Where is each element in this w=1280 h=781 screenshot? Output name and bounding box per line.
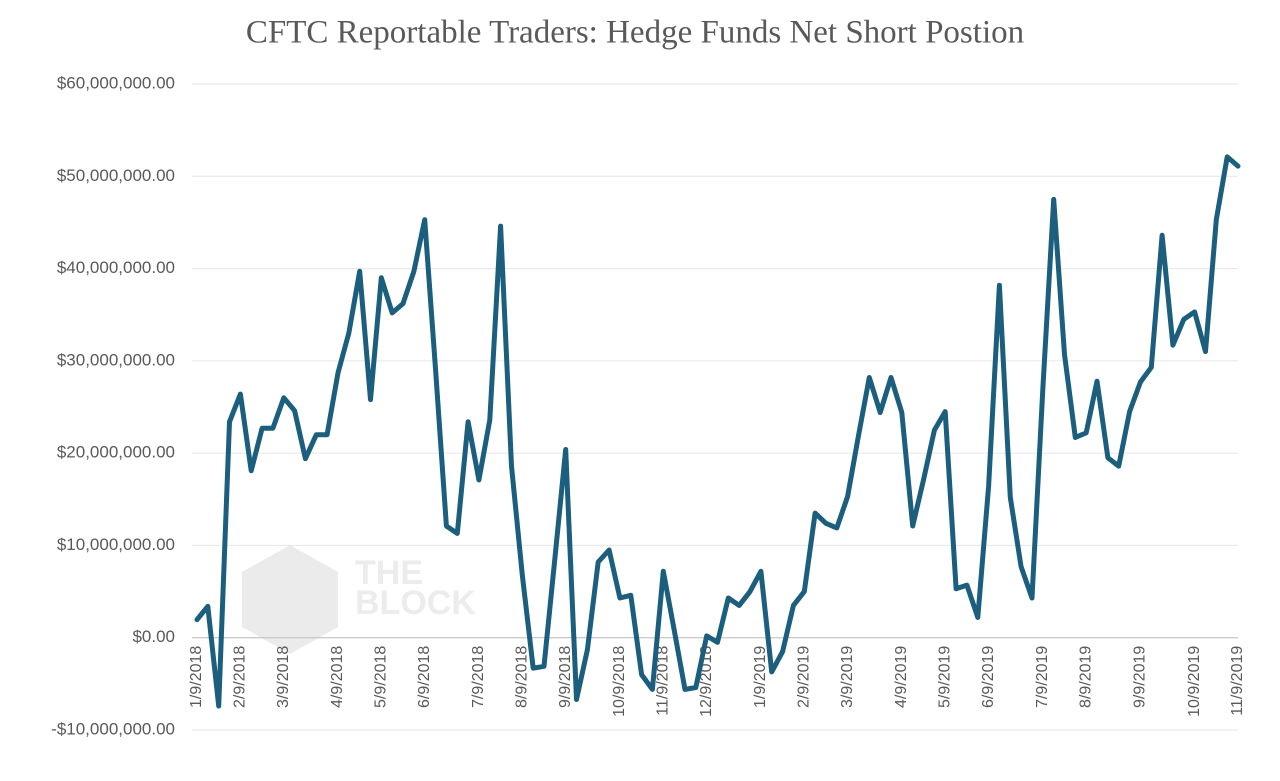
- x-tick-label: 10/9/2019: [1186, 646, 1203, 717]
- x-tick-label: 8/9/2018: [514, 646, 531, 708]
- x-tick-label: 1/9/2019: [752, 646, 769, 708]
- y-tick-label: $50,000,000.00: [57, 166, 175, 185]
- x-tick-label: 11/9/2019: [1229, 646, 1246, 716]
- x-tick-label: 8/9/2019: [1077, 646, 1094, 708]
- x-tick-label: 10/9/2018: [611, 646, 628, 717]
- x-tick-label: 9/9/2019: [1132, 646, 1149, 708]
- y-tick-label: $0.00: [132, 627, 175, 646]
- watermark: BLOCK: [355, 584, 476, 622]
- x-tick-label: 4/9/2019: [893, 646, 910, 708]
- x-tick-label: 6/9/2019: [980, 646, 997, 708]
- x-tick-label: 4/9/2018: [329, 646, 346, 708]
- x-tick-label: 3/9/2018: [275, 646, 292, 708]
- y-tick-label: $40,000,000.00: [57, 258, 175, 277]
- x-tick-label: 7/9/2018: [470, 646, 487, 708]
- x-tick-label: 11/9/2018: [655, 646, 672, 716]
- chart-title: CFTC Reportable Traders: Hedge Funds Net…: [246, 15, 1024, 51]
- x-tick-label: 3/9/2019: [839, 646, 856, 708]
- logo-hex: [242, 545, 338, 654]
- y-tick-label: $20,000,000.00: [57, 443, 175, 462]
- y-tick-label: $30,000,000.00: [57, 350, 175, 369]
- x-tick-label: 5/9/2018: [373, 646, 390, 708]
- x-tick-label: 2/9/2018: [232, 646, 249, 708]
- x-tick-label: 1/9/2018: [188, 646, 205, 708]
- x-tick-label: 7/9/2019: [1034, 646, 1051, 708]
- watermark-logo: [242, 545, 338, 654]
- x-tick-label: 6/9/2018: [416, 646, 433, 708]
- y-tick-label: $60,000,000.00: [57, 73, 175, 92]
- line-series: [194, 154, 1241, 709]
- x-tick-label: 9/9/2018: [557, 646, 574, 708]
- y-tick-label: $10,000,000.00: [57, 535, 175, 554]
- x-tick-label: 5/9/2019: [936, 646, 953, 708]
- y-tick-label: -$10,000,000.00: [51, 719, 175, 738]
- x-tick-label: 2/9/2019: [795, 646, 812, 708]
- watermark: THE: [355, 554, 423, 592]
